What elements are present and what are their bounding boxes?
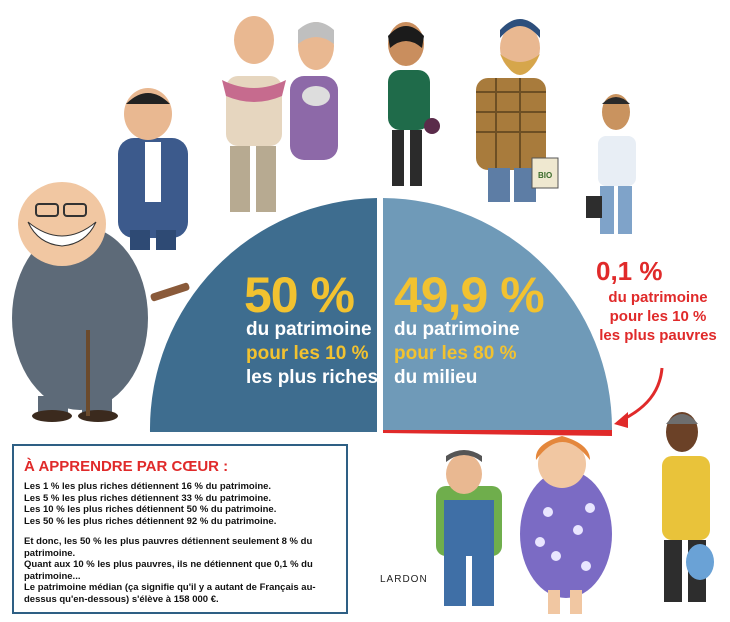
rich-man-figure [12,182,190,422]
info-line-4: Les 50 % les plus riches détiennent 92 %… [24,515,277,527]
info-box: À APPRENDRE PAR CŒUR : Les 1 % les plus … [12,444,348,614]
slice-pauvres-value: 0,1 % [596,256,663,286]
info-para-3: Quant aux 10 % les plus pauvres, ils ne … [24,559,313,582]
young-woman-figure [388,22,440,186]
slice-milieu-line-1: du patrimoine [394,319,520,340]
svg-text:BIO: BIO [538,171,552,180]
info-line-3: Les 10 % les plus riches détiennent 50 %… [24,504,277,515]
slice-milieu-line-2: pour les 80 % [394,343,517,364]
floral-woman-figure [520,436,612,614]
pie-slice-riches [149,198,377,432]
slice-pauvres-line-1: du patrimoine [608,289,708,306]
info-line-1: Les 1 % les plus riches détiennent 16 % … [24,481,272,492]
pie-slice-pauvres [383,430,612,436]
slice-milieu-value: 49,9 % [394,267,545,323]
overalls-man-figure [436,450,502,606]
info-para-4: Le patrimoine médian (ça signifie qu'il … [24,582,316,605]
arrow-icon [621,367,664,422]
info-line-2: Les 5 % les plus riches détiennent 33 % … [24,492,272,504]
bearded-man-figure: BIO [476,19,559,202]
slice-pauvres-label: du patrimoine pour les 10 % les plus pau… [588,288,728,345]
slice-pauvres-line-2: pour les 10 % [609,308,707,325]
yellow-jacket-man-figure [662,412,714,602]
slice-milieu-label: du patrimoine pour les 80 % du milieu [394,318,520,390]
young-man-figure [586,94,636,234]
slice-pauvres-line-3: les plus pauvres [599,327,717,344]
slice-riches-value: 50 % [244,267,355,323]
slice-riches-label: du patrimoine pour les 10 % les plus ric… [246,318,378,390]
info-para-2: Et donc, les 50 % les plus pauvres détie… [24,536,313,559]
elderly-couple-figure [222,16,338,212]
info-box-title: À APPRENDRE PAR CŒUR : [24,458,229,475]
artist-signature: LARDON [380,574,428,585]
pie-slice-milieu [383,198,613,430]
slice-riches-line-2: pour les 10 % [246,343,369,364]
slice-milieu-line-3: du milieu [394,367,478,388]
suit-man-figure [118,88,188,250]
slice-riches-line-3: les plus riches [246,367,379,388]
slice-riches-line-1: du patrimoine [246,319,372,340]
